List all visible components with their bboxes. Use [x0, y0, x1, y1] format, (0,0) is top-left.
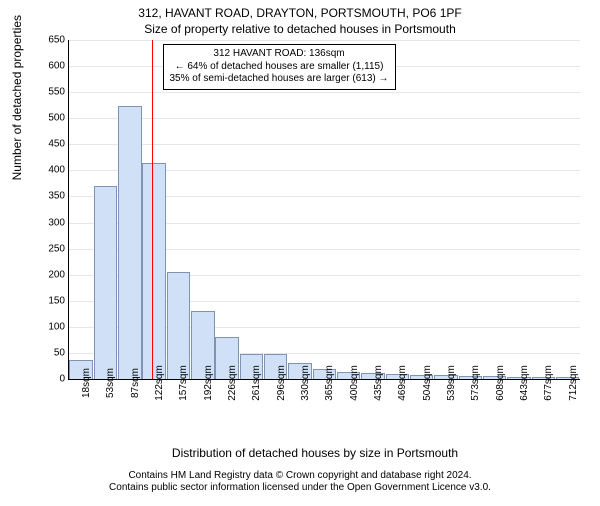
x-tick-label: 296sqm	[276, 365, 287, 401]
y-tick-label: 0	[59, 374, 69, 385]
bar-slot: 18sqm	[69, 40, 93, 379]
x-tick-label: 261sqm	[251, 365, 262, 401]
y-tick-label: 100	[48, 321, 69, 332]
bar-slot: 504sqm	[410, 40, 434, 379]
y-tick-label: 300	[48, 217, 69, 228]
annotation-line-3: 35% of semi-detached houses are larger (…	[170, 73, 389, 86]
bar-slot: 192sqm	[191, 40, 215, 379]
bar-slot: 435sqm	[361, 40, 385, 379]
reference-marker-line	[152, 40, 153, 379]
bar-slot: 226sqm	[215, 40, 239, 379]
bars-group: 18sqm53sqm87sqm122sqm157sqm192sqm226sqm2…	[69, 40, 580, 379]
x-tick-label: 157sqm	[178, 365, 189, 401]
annotation-line-2: ← 64% of detached houses are smaller (1,…	[170, 61, 389, 74]
page-subtitle: Size of property relative to detached ho…	[0, 22, 600, 36]
bar-slot: 261sqm	[239, 40, 263, 379]
bar-slot: 712sqm	[556, 40, 580, 379]
bar-slot: 365sqm	[312, 40, 336, 379]
bar-slot: 157sqm	[166, 40, 190, 379]
y-tick-label: 250	[48, 243, 69, 254]
x-tick-label: 712sqm	[568, 365, 579, 401]
x-tick-label: 677sqm	[543, 365, 554, 401]
x-tick-label: 365sqm	[324, 365, 335, 401]
chart-container: Number of detached properties 18sqm53sqm…	[50, 40, 580, 420]
bar-slot: 539sqm	[434, 40, 458, 379]
x-tick-label: 469sqm	[397, 365, 408, 401]
bar-slot: 122sqm	[142, 40, 166, 379]
y-tick-label: 600	[48, 61, 69, 72]
y-tick-label: 50	[54, 347, 69, 358]
x-tick-label: 192sqm	[203, 365, 214, 401]
histogram-bar	[167, 272, 190, 379]
histogram-bar	[142, 163, 165, 379]
bar-slot: 469sqm	[385, 40, 409, 379]
y-tick-label: 150	[48, 295, 69, 306]
x-tick-label: 539sqm	[446, 365, 457, 401]
annotation-line-1: 312 HAVANT ROAD: 136sqm	[170, 48, 389, 61]
plot-area: 18sqm53sqm87sqm122sqm157sqm192sqm226sqm2…	[68, 40, 580, 380]
footer-line-2: Contains public sector information licen…	[0, 482, 600, 494]
histogram-bar	[118, 106, 141, 379]
y-tick-label: 650	[48, 35, 69, 46]
bar-slot: 87sqm	[118, 40, 142, 379]
bar-slot: 643sqm	[507, 40, 531, 379]
x-tick-label: 87sqm	[130, 368, 141, 398]
annotation-box: 312 HAVANT ROAD: 136sqm ← 64% of detache…	[163, 44, 396, 90]
x-tick-label: 643sqm	[519, 365, 530, 401]
footer-attribution: Contains HM Land Registry data © Crown c…	[0, 470, 600, 494]
bar-slot: 400sqm	[337, 40, 361, 379]
bar-slot: 330sqm	[288, 40, 312, 379]
bar-slot: 573sqm	[458, 40, 482, 379]
histogram-bar	[94, 186, 117, 379]
x-tick-label: 608sqm	[495, 365, 506, 401]
x-tick-label: 573sqm	[470, 365, 481, 401]
y-axis-label: Number of detached properties	[10, 15, 24, 180]
x-tick-label: 18sqm	[81, 368, 92, 398]
x-tick-label: 53sqm	[105, 368, 116, 398]
y-tick-label: 200	[48, 269, 69, 280]
y-tick-label: 450	[48, 139, 69, 150]
bar-slot: 296sqm	[264, 40, 288, 379]
x-tick-label: 122sqm	[154, 365, 165, 401]
x-axis-label: Distribution of detached houses by size …	[50, 446, 580, 460]
y-tick-label: 350	[48, 191, 69, 202]
x-tick-label: 435sqm	[373, 365, 384, 401]
page-title-address: 312, HAVANT ROAD, DRAYTON, PORTSMOUTH, P…	[0, 6, 600, 20]
bar-slot: 53sqm	[93, 40, 117, 379]
y-tick-label: 500	[48, 113, 69, 124]
x-tick-label: 226sqm	[227, 365, 238, 401]
x-tick-label: 504sqm	[422, 365, 433, 401]
x-tick-label: 400sqm	[349, 365, 360, 401]
x-tick-label: 330sqm	[300, 365, 311, 401]
y-tick-label: 400	[48, 165, 69, 176]
y-tick-label: 550	[48, 87, 69, 98]
footer-line-1: Contains HM Land Registry data © Crown c…	[0, 470, 600, 482]
bar-slot: 677sqm	[531, 40, 555, 379]
bar-slot: 608sqm	[483, 40, 507, 379]
